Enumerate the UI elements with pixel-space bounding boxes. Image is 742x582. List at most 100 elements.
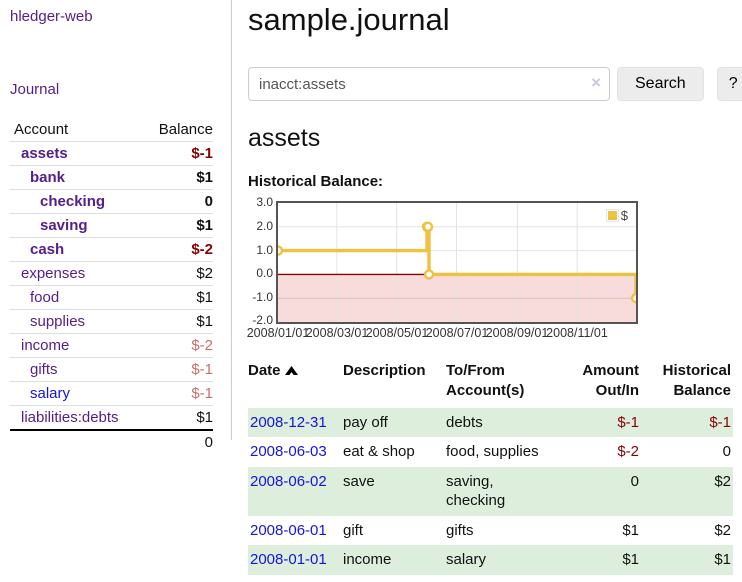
transaction-date-link[interactable]: 2008-12-31 [250,413,327,431]
chart-canvas [278,203,636,322]
accounts-header-balance: Balance [158,121,213,138]
register-table: Date Description To/From Account(s) Amou… [248,359,733,575]
accounts-total-value: 0 [204,434,213,451]
transaction-amount: 0 [630,472,639,490]
x-tick-label: 2008/05/01 [365,326,429,340]
register-row: 2008-01-01 income salary $1 $1 [248,545,733,575]
account-balance: $2 [196,265,213,282]
y-tick-label: -1.0 [252,290,273,304]
register-row: 2008-06-02 save saving, checking 0 $2 [248,466,733,516]
transaction-accounts: gifts [446,521,474,539]
account-row-bank: bank $1 [10,165,213,189]
header-accounts: To/From Account(s) [446,362,525,400]
account-row-salary: salary $-1 [10,381,213,405]
transaction-description: income [343,551,392,568]
transaction-balance: $1 [714,551,731,568]
account-link-expenses[interactable]: expenses [21,265,86,282]
transaction-amount: $1 [622,521,639,539]
transaction-amount: $1 [622,551,639,568]
header-balance: Historical Balance [662,362,731,400]
header-amount: Amount Out/In [582,362,639,400]
account-link-food[interactable]: food [30,289,60,306]
account-balance: $-1 [191,385,213,402]
plot-area: $ [276,201,638,324]
chart-title: Historical Balance: [248,173,384,190]
transaction-date-link[interactable]: 2008-06-03 [250,443,327,460]
x-tick-label: 2008/09/01 [485,326,549,340]
account-link-assets[interactable]: assets [21,145,68,162]
account-row-gifts: gifts $-1 [10,357,213,381]
account-balance: $-1 [191,361,213,378]
main-content: sample.journal × Search ? assets Histori… [232,0,742,575]
accounts-tree: Account Balance assets $-1 bank $1 check… [10,118,213,454]
account-row-income: income $-2 [10,333,213,357]
app-title-link[interactable]: hledger-web [10,8,93,25]
y-tick-label: 3.0 [256,195,273,209]
sidebar: hledger-web Journal Account Balance asse… [0,0,232,451]
historical-balance-chart: 3.0 2.0 1.0 0.0 -1.0 -2.0 [247,195,742,344]
x-tick-label: 2008/01/01 [246,326,310,340]
account-balance: $1 [196,169,213,186]
register-row: 2008-12-31 pay off debts $-1 $-1 [248,407,733,437]
account-link-cash[interactable]: cash [30,241,65,258]
account-row-checking: checking 0 [10,189,213,213]
y-tick-label: 0.0 [256,266,273,280]
search-input-wrap: × [248,67,610,101]
legend-label: $ [620,208,628,223]
transaction-description: pay off [343,413,388,431]
account-link-gifts[interactable]: gifts [30,361,58,378]
account-balance: $-2 [191,337,213,354]
transaction-accounts: debts [446,413,483,431]
account-link-salary[interactable]: salary [30,385,71,402]
transaction-accounts: saving, checking [446,472,506,510]
clear-search-icon[interactable]: × [591,73,601,92]
legend-swatch [605,209,619,222]
account-heading: assets [248,124,321,152]
account-balance: $1 [196,289,213,306]
y-tick-label: 1.0 [256,243,273,257]
transaction-accounts: salary [446,551,487,568]
account-link-supplies[interactable]: supplies [30,313,86,330]
sidebar-item-journal[interactable]: Journal [10,81,60,98]
search-button[interactable]: Search [617,67,704,101]
transaction-description: gift [343,521,364,539]
account-link-saving[interactable]: saving [40,217,88,234]
y-tick-label: 2.0 [256,219,273,233]
account-balance: $1 [196,313,213,330]
register-row: 2008-06-01 gift gifts $1 $2 [248,516,733,546]
chart-legend: $ [605,208,628,223]
accounts-total-row: 0 [10,429,213,454]
account-row-liabilities-debts: liabilities:debts $1 [10,405,213,429]
account-balance: $-2 [191,241,213,258]
x-tick-label: 2008/03/01 [305,326,369,340]
account-balance: $1 [196,409,213,426]
account-row-food: food $1 [10,285,213,309]
transaction-date-link[interactable]: 2008-06-02 [250,472,327,490]
account-row-cash: cash $-2 [10,237,213,261]
transaction-description: eat & shop [343,443,415,460]
transaction-balance: 0 [722,443,731,460]
header-date[interactable]: Date [248,359,343,408]
register-header-row: Date Description To/From Account(s) Amou… [248,359,733,408]
transaction-accounts: food, supplies [446,443,539,460]
transaction-date-link[interactable]: 2008-01-01 [250,551,327,568]
y-tick-label: -2.0 [252,313,273,327]
header-description: Description [343,362,426,379]
transaction-balance: $2 [714,472,731,490]
page-title: sample.journal [248,2,450,37]
account-row-expenses: expenses $2 [10,261,213,285]
search-form: × Search ? [248,67,742,101]
transaction-balance: $-1 [709,413,731,431]
transaction-date-link[interactable]: 2008-06-01 [250,521,327,539]
account-link-liabilities-debts[interactable]: liabilities:debts [21,409,119,426]
account-row-supplies: supplies $1 [10,309,213,333]
account-balance: 0 [204,193,213,210]
transaction-amount: $-1 [617,413,639,431]
accounts-header-account: Account [14,121,69,138]
account-link-bank[interactable]: bank [30,169,66,186]
account-row-assets: assets $-1 [10,141,213,165]
account-link-income[interactable]: income [21,337,70,354]
help-button[interactable]: ? [716,67,742,101]
search-input[interactable] [248,67,610,101]
account-link-checking[interactable]: checking [40,193,106,210]
